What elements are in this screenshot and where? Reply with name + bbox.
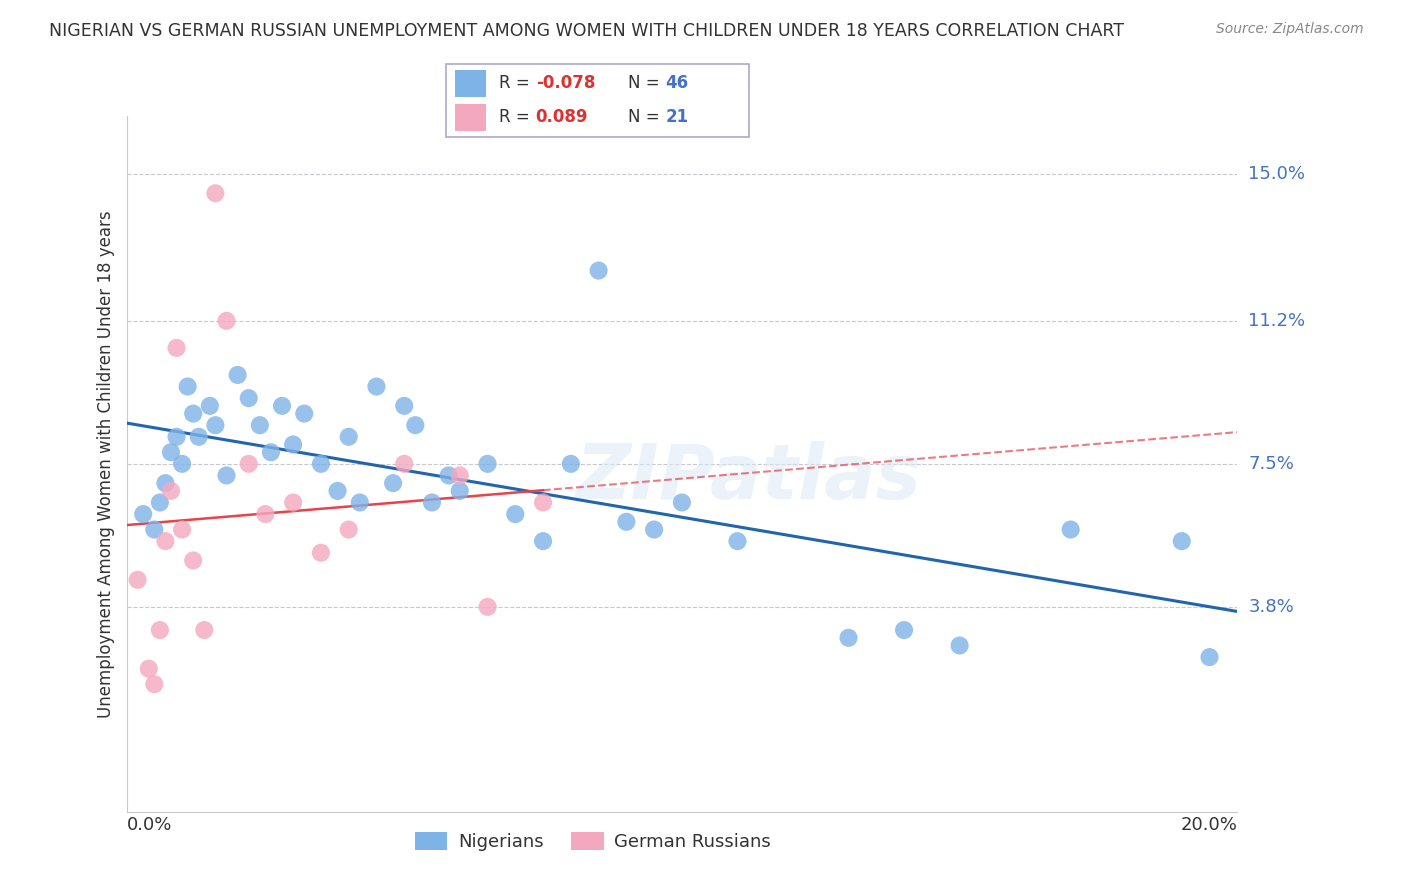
Point bbox=[143, 677, 166, 691]
Point bbox=[281, 437, 305, 451]
Point bbox=[127, 573, 149, 587]
Text: 0.089: 0.089 bbox=[536, 108, 588, 126]
Point bbox=[281, 495, 305, 509]
Point bbox=[588, 263, 610, 277]
Text: 3.8%: 3.8% bbox=[1249, 598, 1294, 615]
Point bbox=[420, 495, 443, 509]
Text: 46: 46 bbox=[665, 74, 689, 92]
Point bbox=[404, 418, 426, 433]
Point bbox=[949, 639, 972, 653]
Point bbox=[166, 430, 188, 444]
Text: 11.2%: 11.2% bbox=[1249, 312, 1306, 330]
Text: -0.078: -0.078 bbox=[536, 74, 595, 92]
Point bbox=[249, 418, 271, 433]
Point bbox=[254, 507, 277, 521]
Point bbox=[215, 314, 238, 328]
Point bbox=[292, 407, 315, 421]
Point bbox=[238, 457, 260, 471]
Point bbox=[309, 457, 332, 471]
Point bbox=[181, 407, 204, 421]
Point bbox=[138, 662, 160, 676]
Point bbox=[149, 623, 172, 637]
Point bbox=[671, 495, 693, 509]
Point bbox=[643, 523, 665, 537]
Text: R =: R = bbox=[499, 74, 534, 92]
Text: Source: ZipAtlas.com: Source: ZipAtlas.com bbox=[1216, 22, 1364, 37]
Text: NIGERIAN VS GERMAN RUSSIAN UNEMPLOYMENT AMONG WOMEN WITH CHILDREN UNDER 18 YEARS: NIGERIAN VS GERMAN RUSSIAN UNEMPLOYMENT … bbox=[49, 22, 1125, 40]
Point bbox=[149, 495, 172, 509]
Legend: Nigerians, German Russians: Nigerians, German Russians bbox=[408, 824, 779, 858]
Point bbox=[187, 430, 209, 444]
Point bbox=[238, 391, 260, 405]
Text: 7.5%: 7.5% bbox=[1249, 455, 1295, 473]
Text: 15.0%: 15.0% bbox=[1249, 165, 1305, 183]
Point bbox=[326, 483, 349, 498]
Point bbox=[172, 523, 194, 537]
Point bbox=[477, 599, 499, 614]
Point bbox=[727, 534, 749, 549]
Point bbox=[337, 523, 360, 537]
Text: N =: N = bbox=[628, 74, 665, 92]
Text: 0.0%: 0.0% bbox=[127, 815, 172, 834]
Point bbox=[155, 534, 177, 549]
Point bbox=[143, 523, 166, 537]
Point bbox=[172, 457, 194, 471]
Text: 20.0%: 20.0% bbox=[1181, 815, 1237, 834]
Point bbox=[309, 546, 332, 560]
Point bbox=[198, 399, 221, 413]
Point bbox=[204, 418, 226, 433]
Point bbox=[1060, 523, 1083, 537]
Point bbox=[215, 468, 238, 483]
Point bbox=[477, 457, 499, 471]
Point bbox=[160, 483, 183, 498]
Point bbox=[893, 623, 915, 637]
Point bbox=[449, 483, 471, 498]
Point bbox=[226, 368, 249, 382]
Point bbox=[176, 379, 198, 393]
Point bbox=[181, 553, 204, 567]
Point bbox=[193, 623, 215, 637]
Point bbox=[616, 515, 638, 529]
FancyBboxPatch shape bbox=[446, 64, 749, 136]
Point bbox=[437, 468, 460, 483]
Point bbox=[382, 476, 405, 491]
Point bbox=[394, 399, 416, 413]
Point bbox=[531, 534, 554, 549]
Point bbox=[560, 457, 582, 471]
Point bbox=[160, 445, 183, 459]
Point bbox=[349, 495, 371, 509]
Point bbox=[337, 430, 360, 444]
Bar bbox=[456, 104, 486, 130]
Point bbox=[1198, 650, 1220, 665]
Point bbox=[449, 468, 471, 483]
Text: N =: N = bbox=[628, 108, 665, 126]
Point bbox=[166, 341, 188, 355]
Point bbox=[260, 445, 283, 459]
Point bbox=[503, 507, 526, 521]
Point bbox=[1171, 534, 1194, 549]
Text: 21: 21 bbox=[665, 108, 689, 126]
Point bbox=[132, 507, 155, 521]
Point bbox=[394, 457, 416, 471]
Point bbox=[271, 399, 294, 413]
Point bbox=[838, 631, 860, 645]
Point bbox=[155, 476, 177, 491]
Text: ZIPatlas: ZIPatlas bbox=[575, 441, 921, 515]
Point bbox=[531, 495, 554, 509]
Text: R =: R = bbox=[499, 108, 534, 126]
Point bbox=[366, 379, 388, 393]
Y-axis label: Unemployment Among Women with Children Under 18 years: Unemployment Among Women with Children U… bbox=[97, 210, 115, 718]
Bar bbox=[456, 70, 486, 96]
Point bbox=[204, 186, 226, 201]
